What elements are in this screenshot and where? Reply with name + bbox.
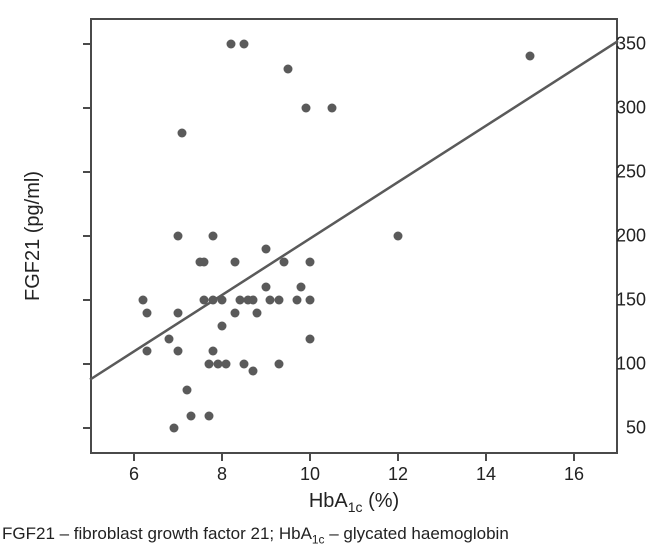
data-point: [178, 129, 187, 138]
y-tick: [83, 235, 90, 237]
data-point: [209, 296, 218, 305]
data-point: [306, 334, 315, 343]
data-point: [209, 232, 218, 241]
data-point: [235, 296, 244, 305]
data-point: [209, 347, 218, 356]
x-tick: [397, 454, 399, 461]
data-point: [253, 308, 262, 317]
y-tick: [83, 43, 90, 45]
data-point: [200, 296, 209, 305]
y-tick: [83, 363, 90, 365]
data-point: [266, 296, 275, 305]
y-tick-label: 200: [568, 226, 646, 247]
data-point: [143, 308, 152, 317]
x-tick-label: 16: [564, 464, 584, 485]
y-tick-label: 50: [568, 418, 646, 439]
data-point: [204, 360, 213, 369]
y-tick: [83, 299, 90, 301]
x-tick: [485, 454, 487, 461]
data-point: [213, 360, 222, 369]
y-tick-label: 300: [568, 97, 646, 118]
data-point: [174, 308, 183, 317]
data-point: [200, 257, 209, 266]
data-point: [279, 257, 288, 266]
x-tick-label: 14: [476, 464, 496, 485]
data-point: [240, 360, 249, 369]
data-point: [174, 347, 183, 356]
data-point: [226, 39, 235, 48]
data-point: [204, 411, 213, 420]
data-point: [292, 296, 301, 305]
data-point: [143, 347, 152, 356]
data-point: [297, 283, 306, 292]
x-tick: [133, 454, 135, 461]
x-tick-label: 8: [217, 464, 227, 485]
chart-container: FGF21 (pg/ml) HbA1c (%) FGF21 – fibrobla…: [0, 0, 646, 548]
data-point: [174, 232, 183, 241]
data-point: [262, 244, 271, 253]
data-point: [526, 52, 535, 61]
x-axis-label: HbA1c (%): [309, 490, 399, 515]
data-point: [240, 39, 249, 48]
data-point: [248, 296, 257, 305]
y-tick-label: 350: [568, 33, 646, 54]
y-tick: [83, 427, 90, 429]
data-point: [306, 257, 315, 266]
data-point: [248, 366, 257, 375]
caption: FGF21 – fibroblast growth factor 21; HbA…: [2, 524, 509, 546]
data-point: [275, 296, 284, 305]
data-point: [306, 296, 315, 305]
data-point: [328, 103, 337, 112]
data-point: [301, 103, 310, 112]
y-tick-label: 150: [568, 290, 646, 311]
x-tick: [573, 454, 575, 461]
data-point: [218, 321, 227, 330]
data-point: [222, 360, 231, 369]
data-point: [262, 283, 271, 292]
data-point: [231, 257, 240, 266]
data-point: [165, 334, 174, 343]
data-point: [275, 360, 284, 369]
x-tick: [309, 454, 311, 461]
data-point: [169, 424, 178, 433]
data-point: [138, 296, 147, 305]
data-point: [231, 308, 240, 317]
x-tick-label: 12: [388, 464, 408, 485]
y-tick-label: 250: [568, 161, 646, 182]
data-point: [394, 232, 403, 241]
y-tick-label: 100: [568, 354, 646, 375]
x-tick-label: 6: [129, 464, 139, 485]
x-tick: [221, 454, 223, 461]
data-point: [284, 65, 293, 74]
x-tick-label: 10: [300, 464, 320, 485]
data-point: [187, 411, 196, 420]
data-point: [218, 296, 227, 305]
data-point: [182, 385, 191, 394]
y-tick: [83, 171, 90, 173]
y-axis-label: FGF21 (pg/ml): [22, 171, 45, 301]
y-tick: [83, 107, 90, 109]
trend-line: [90, 18, 618, 454]
